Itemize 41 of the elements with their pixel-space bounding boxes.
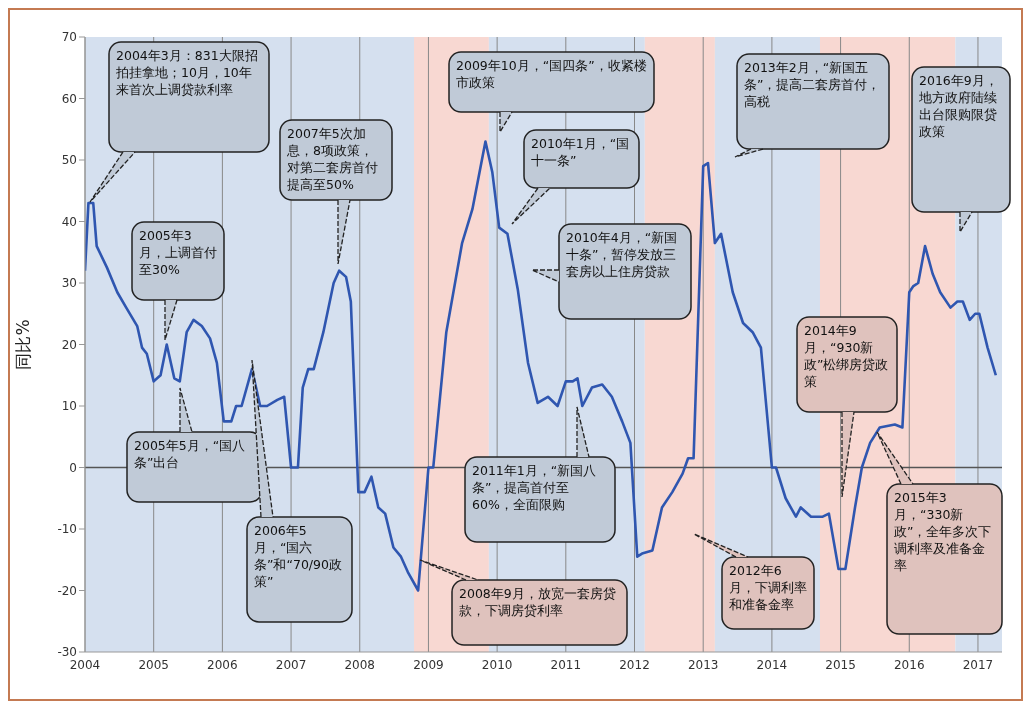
annotation: 2014年9月，“930新政”松绑房贷政策 xyxy=(804,323,890,391)
x-tick-label: 2014 xyxy=(756,657,788,672)
x-tick-label: 2015 xyxy=(825,657,856,672)
annotation: 2005年3月，上调首付至30% xyxy=(139,228,217,279)
annotation: 2016年9月，地方政府陆续出台限购限贷政策 xyxy=(919,73,999,141)
annotation: 2015年3月，“330新政”，全年多次下调利率及准备金率 xyxy=(894,490,993,575)
x-tick-label: 2006 xyxy=(207,657,238,672)
annotation: 2005年5月，“国八条”出台 xyxy=(134,438,247,472)
y-tick-label: 60 xyxy=(61,91,77,106)
x-tick-label: 2016 xyxy=(894,657,925,672)
y-tick-label: 70 xyxy=(61,30,77,45)
annotation: 2009年10月，“国四条”，收紧楼市政策 xyxy=(456,58,647,92)
annotation: 2012年6月，下调利率和准备金率 xyxy=(729,563,807,614)
x-tick-label: 2007 xyxy=(275,657,307,672)
x-tick-label: 2017 xyxy=(962,657,994,672)
annotation: 2013年2月，“新国五条”，提高二套房首付，高税 xyxy=(744,60,882,111)
x-tick-label: 2012 xyxy=(619,657,650,672)
y-tick-label: 10 xyxy=(61,399,77,414)
x-tick-label: 2009 xyxy=(413,657,444,672)
y-tick-label: 50 xyxy=(61,153,77,168)
y-tick-label: -20 xyxy=(57,583,77,598)
x-tick-label: 2008 xyxy=(344,657,376,672)
x-tick-label: 2011 xyxy=(550,657,582,672)
y-tick-label: 30 xyxy=(61,276,77,291)
x-tick-label: 2005 xyxy=(138,657,169,672)
y-tick-label: 40 xyxy=(61,214,77,229)
annotation: 2010年1月，“国十一条” xyxy=(531,136,631,170)
x-tick-label: 2013 xyxy=(687,657,719,672)
annotation: 2008年9月，放宽一套房贷款，下调房贷利率 xyxy=(459,586,617,620)
y-tick-label: -10 xyxy=(57,522,77,537)
y-tick-label: 20 xyxy=(61,337,77,352)
annotation: 2010年4月，“新国十条”，暂停发放三套房以上住房贷款 xyxy=(566,230,679,281)
y-tick-label: -30 xyxy=(57,645,77,660)
annotation: 2004年3月：831大限招拍挂拿地；10月，10年来首次上调贷款利率 xyxy=(116,48,259,99)
annotation: 2006年5月，“国六条”和“70/90政策” xyxy=(254,523,343,591)
annotation: 2011年1月，“新国八条”，提高首付至60%，全面限购 xyxy=(472,463,598,514)
x-tick-label: 2010 xyxy=(481,657,513,672)
y-axis-title: 同比% xyxy=(13,319,34,370)
annotation: 2007年5次加息，8项政策，对第二套房首付提高至50% xyxy=(287,126,379,194)
y-tick-label: 0 xyxy=(69,460,77,475)
x-tick-label: 2004 xyxy=(69,657,101,672)
